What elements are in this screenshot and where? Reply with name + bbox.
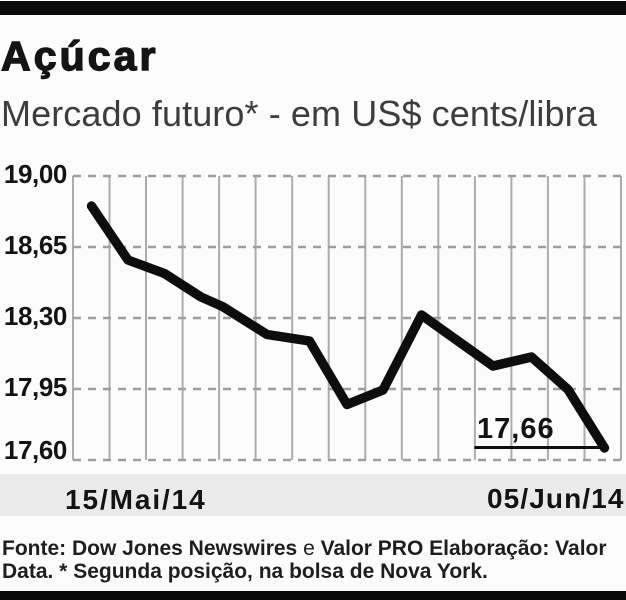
svg-text:17,60: 17,60 [4,435,67,465]
svg-text:19,00: 19,00 [4,159,67,189]
svg-text:Mercado futuro* - em US$ cents: Mercado futuro* - em US$ cents/libra [1,93,598,134]
svg-text:18,65: 18,65 [4,230,67,260]
svg-text:15/Mai/14: 15/Mai/14 [65,484,207,515]
svg-text:18,30: 18,30 [4,301,67,331]
svg-text:17,95: 17,95 [4,372,67,402]
svg-text:Açúcar: Açúcar [1,33,159,79]
svg-text:17,66: 17,66 [477,413,555,445]
svg-text:Fonte: Dow Jones Newswires e V: Fonte: Dow Jones Newswires e Valor PRO E… [2,537,607,560]
svg-text:05/Jun/14: 05/Jun/14 [487,483,625,514]
svg-text:Data. * Segunda posição, na bo: Data. * Segunda posição, na bolsa de Nov… [2,560,488,583]
